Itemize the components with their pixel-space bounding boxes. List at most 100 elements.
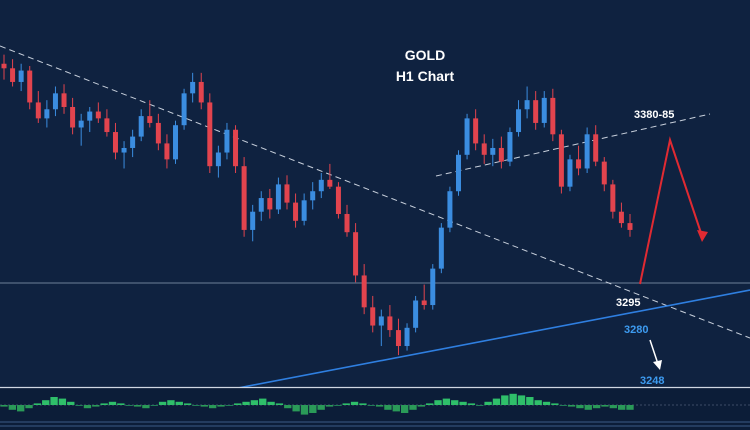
indicator-bar [25,405,33,409]
indicator-bar [501,395,509,405]
candle-body [138,116,144,137]
indicator-panel [0,387,750,430]
indicator-bar [309,405,317,413]
candle-body [533,100,539,123]
indicator-bar [0,405,8,407]
candle-body [541,97,547,123]
chart-subtitle: H1 Chart [396,68,455,84]
support-label: 3295 [616,297,640,309]
candle-body [241,166,247,230]
candle-body [421,300,427,306]
candle-body [173,125,179,160]
indicator-bar [534,400,542,405]
candle-body [18,70,24,82]
candle-body [267,198,273,210]
candle-body [481,143,487,155]
indicator-bar [8,405,17,410]
indicator-bar [50,397,58,405]
candle-body [593,134,599,162]
candle-body [370,307,376,326]
indicator-bar [359,403,367,405]
indicator-bar [300,405,309,415]
candle-body [310,191,316,201]
indicator-bar [108,401,117,405]
candle-body [121,147,127,153]
candle-body [430,268,436,306]
indicator-bar [275,403,284,405]
indicator-bar [426,403,434,405]
indicator-bar [167,400,175,405]
candle-body [147,116,153,123]
indicator-bar [592,405,601,409]
candle-body [584,134,590,169]
candle-body [550,97,556,135]
candle-body [498,147,504,162]
indicator-bar [208,405,217,409]
candle-body [35,102,41,119]
indicator-bar [242,401,250,405]
indicator-bar [158,401,167,405]
candle-body [258,198,264,212]
indicator-bar [33,403,42,405]
indicator-bar [517,395,526,405]
indicator-bar [142,405,150,409]
candle-body [558,134,564,187]
candle-body [190,81,196,94]
indicator-bar [400,405,409,413]
candle-body [601,161,607,185]
candle-body [318,179,324,192]
indicator-bar [234,403,242,405]
candle-body [301,200,307,221]
candle-body [464,118,470,155]
candle-body [207,102,213,167]
candle-body [70,106,76,128]
candle-body [284,184,290,203]
indicator-bar [551,403,559,405]
indicator-bar [476,405,484,406]
candle-body [447,191,453,228]
indicator-bar [434,400,442,405]
candles-group [1,54,633,356]
indicator-bar [467,403,476,405]
indicator-bar [217,405,225,407]
indicator-bar [601,405,609,407]
candle-body [610,184,616,212]
indicator-bar [250,400,259,405]
indicator-bar [559,405,567,406]
candle-body [618,211,624,224]
indicator-bar [451,400,459,405]
candle-body [130,136,136,148]
down-arrow-line [649,339,659,365]
descending-trendline [0,45,750,339]
indicator-bar [225,405,234,406]
indicator-bar [459,401,467,405]
candle-body [413,300,419,328]
indicator-bar [409,405,417,410]
candle-body [327,179,333,187]
indicator-bar [626,405,634,410]
candle-body [224,129,230,153]
candle-body [524,100,530,110]
indicator-bar [42,400,50,405]
candle-body [44,109,50,119]
candle-body [404,327,410,347]
indicator-bar [292,405,300,412]
indicator-bars-group [0,393,634,415]
indicator-bar [567,405,576,407]
indicator-bar [442,398,451,405]
indicator-bar [609,405,617,409]
candle-body [112,132,118,153]
indicator-bar [284,405,292,409]
projection-arrowhead-icon [697,230,708,242]
candle-body [87,111,93,121]
indicator-bar [542,401,551,405]
candle-body [378,316,384,326]
indicator-bar [509,393,517,405]
candle-body [52,93,58,110]
candle-body [164,143,170,160]
candle-body [395,330,401,347]
indicator-bar [317,405,325,410]
candle-body [198,81,204,103]
